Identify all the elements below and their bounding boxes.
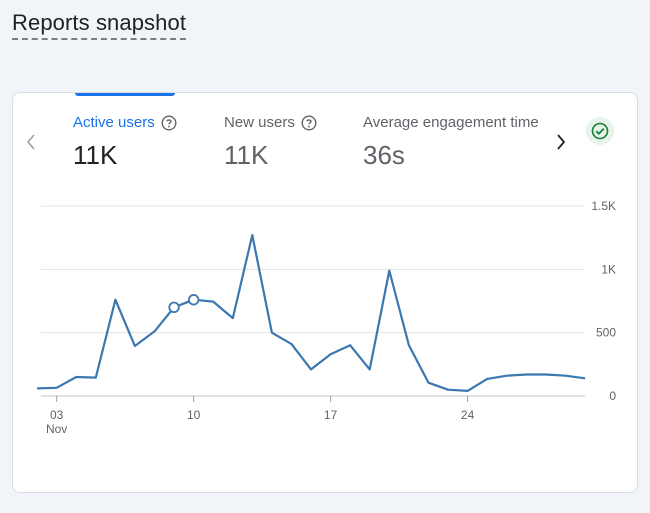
x-tick-label: 10 xyxy=(187,408,201,422)
tab-value: 11K xyxy=(73,140,118,170)
tab-value: 36s xyxy=(363,140,405,170)
x-tick-sublabel: Nov xyxy=(46,422,67,436)
tab-label: Active users xyxy=(73,114,155,131)
x-tick-label: 03 xyxy=(50,408,64,422)
check-circle-icon[interactable] xyxy=(586,117,614,145)
y-tick-label: 1.5K xyxy=(591,199,616,213)
active-tab-indicator xyxy=(75,93,175,96)
chevron-left-icon[interactable] xyxy=(23,131,39,153)
y-tick-label: 500 xyxy=(596,326,616,340)
y-tick-label: 0 xyxy=(609,389,616,403)
tab-label: New users xyxy=(224,114,295,131)
tab-new-users[interactable]: New users 11K xyxy=(224,113,317,172)
tab-active-users[interactable]: Active users 11K xyxy=(73,113,177,172)
tab-average-engagement-time[interactable]: Average engagement time p 36s xyxy=(363,113,543,172)
tab-value: 11K xyxy=(224,140,269,170)
report-card: Active users 11K New users 11K xyxy=(12,92,638,493)
data-point-marker xyxy=(168,301,180,314)
page-title: Reports snapshot xyxy=(12,9,187,40)
series-line xyxy=(37,234,586,392)
x-tick-label: 24 xyxy=(461,408,475,422)
data-point-marker xyxy=(187,294,200,306)
x-tick-label: 17 xyxy=(324,408,338,422)
y-tick-label: 1K xyxy=(601,262,616,276)
tab-label: Average engagement time p xyxy=(363,114,543,131)
chevron-right-icon[interactable] xyxy=(553,131,569,153)
help-circle-icon[interactable] xyxy=(301,115,317,131)
help-circle-icon[interactable] xyxy=(161,115,177,131)
